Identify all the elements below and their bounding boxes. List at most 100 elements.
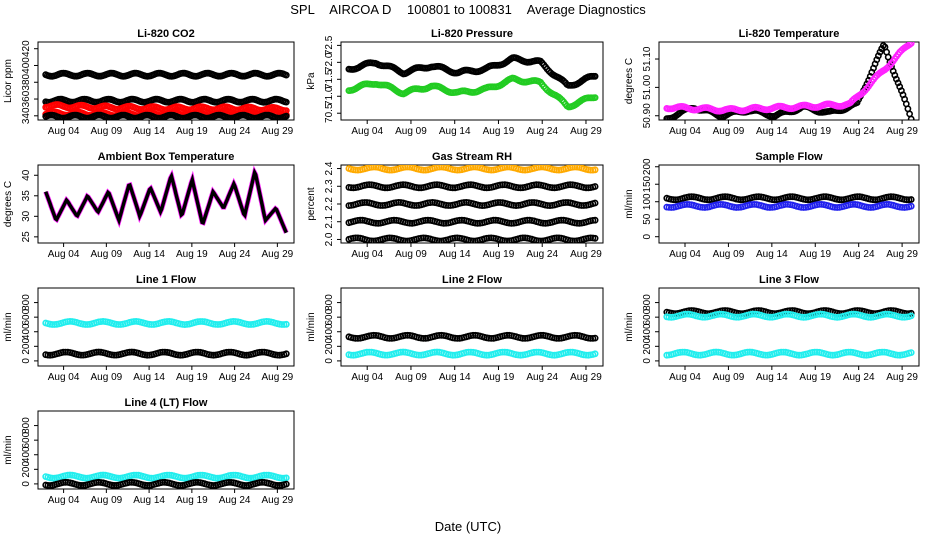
y-tick-label: 50 [642, 213, 653, 225]
y-tick-label: 2.1 [324, 214, 335, 228]
panel-pressure: Li-820 Pressure kPa 70.571.071.572.072.5 Au… [306, 28, 604, 137]
series-line4-1 [42, 478, 290, 489]
data-point [282, 480, 290, 488]
x-tick-label: Aug 04 [351, 372, 383, 383]
x-tick-label: Aug 19 [483, 372, 515, 383]
x-tick-label: Aug 09 [91, 495, 123, 506]
series-line [44, 167, 288, 234]
y-tick-label: 200 [21, 338, 32, 355]
y-axis-label-sample: ml/min [624, 189, 635, 218]
series-pressure-0 [345, 54, 599, 89]
series-temperature-1 [663, 42, 915, 115]
x-tick-label: Aug 19 [483, 249, 515, 260]
x-tick-label: Aug 24 [219, 495, 251, 506]
y-tick-label: 72.0 [324, 52, 335, 72]
x-tick-label: Aug 09 [91, 372, 123, 383]
data-point [591, 166, 599, 174]
x-tick-label: Aug 24 [843, 249, 875, 260]
plot-frame [37, 287, 295, 367]
plot-area-co2 [42, 69, 290, 120]
x-tick-label: Aug 04 [48, 249, 80, 260]
x-tick-label: Aug 24 [526, 126, 558, 137]
x-tick-label: Aug 19 [176, 249, 208, 260]
data-point [591, 216, 599, 224]
panel-ambient: Ambient Box Temperature degrees C 25 30 35 40… [3, 151, 295, 260]
data-point [591, 350, 599, 358]
x-tick-label: Aug 09 [713, 126, 745, 137]
y-axis-label-temperature: degrees C [624, 58, 635, 104]
x-tick-label: Aug 24 [843, 126, 875, 137]
x-tick-label: Aug 24 [219, 126, 251, 137]
figure-title-range: 100801 to 100831 [407, 2, 512, 17]
panel-temperature: Li-820 Temperature degrees C 50.90 51.00 51.… [624, 28, 920, 137]
y-axis-label-line2: ml/min [306, 312, 317, 341]
x-tick-label: Aug 09 [91, 126, 123, 137]
panel-title-line4: Line 4 (LT) Flow [125, 397, 208, 409]
x-axis-label: Date (UTC) [435, 519, 501, 534]
y-tick-label: 400 [324, 323, 335, 340]
y-tick-label: 600 [21, 431, 32, 448]
y-tick-label: 200 [642, 158, 653, 175]
series-line1-0 [42, 317, 290, 328]
panel-title-sample: Sample Flow [755, 151, 823, 163]
x-tick-label: Aug 14 [439, 126, 471, 137]
x-tick-label: Aug 04 [48, 495, 80, 506]
x-tick-label: Aug 24 [219, 249, 251, 260]
data-point [591, 199, 599, 207]
x-tick-label: Aug 04 [351, 126, 383, 137]
x-tick-label: Aug 29 [886, 126, 918, 137]
y-tick-label: 71.5 [324, 69, 335, 89]
y-tick-label: 400 [21, 446, 32, 463]
figure-title-instrument: AIRCOA D [329, 2, 391, 17]
data-point [282, 71, 290, 79]
y-tick-label: 2.0 [324, 232, 335, 246]
y-tick-label: 0 [324, 358, 335, 364]
data-point [907, 196, 915, 203]
y-tick-label: 51.10 [642, 46, 653, 71]
y-axis-label-rh: percent [306, 187, 317, 221]
y-tick-label: 0 [642, 233, 653, 239]
x-tick-label: Aug 29 [262, 495, 294, 506]
x-tick-label: Aug 19 [483, 126, 515, 137]
x-tick-label: Aug 19 [176, 372, 208, 383]
y-tick-label: 400 [21, 57, 32, 74]
y-axis-label-line3: ml/min [624, 312, 635, 341]
series-pressure-1 [345, 74, 599, 111]
x-tick-label: Aug 04 [669, 126, 701, 137]
y-tick-label: 200 [21, 461, 32, 478]
panel-title-line1: Line 1 Flow [136, 274, 196, 286]
data-point [282, 474, 290, 482]
series-sample-0 [663, 193, 915, 204]
panel-title-line2: Line 2 Flow [442, 274, 502, 286]
y-tick-label: 800 [324, 294, 335, 311]
panel-title-temperature: Li-820 Temperature [739, 28, 840, 40]
series-rh-3 [345, 216, 599, 227]
data-point [907, 312, 915, 320]
plot-area-line3 [663, 307, 915, 359]
plot-frame [37, 164, 295, 244]
x-tick-label: Aug 19 [176, 495, 208, 506]
y-tick-label: 400 [642, 323, 653, 340]
y-tick-label: 800 [21, 294, 32, 311]
panel-title-rh: Gas Stream RH [432, 151, 512, 163]
y-tick-label: 50.90 [642, 103, 653, 128]
plot-frame [340, 287, 604, 367]
panel-title-co2: Li-820 CO2 [137, 28, 194, 40]
x-tick-label: Aug 19 [799, 249, 831, 260]
x-tick-label: Aug 09 [395, 372, 427, 383]
y-tick-label: 40 [21, 169, 32, 181]
y-axis-label-co2: Licor ppm [3, 59, 14, 103]
x-tick-label: Aug 09 [713, 249, 745, 260]
x-tick-label: Aug 29 [570, 126, 602, 137]
plot-area-line2 [345, 331, 599, 359]
x-tick-label: Aug 14 [133, 249, 165, 260]
x-tick-label: Aug 24 [526, 372, 558, 383]
y-tick-label: 600 [642, 308, 653, 325]
figure-title: SPL AIRCOA D 100801 to 100831 Average Di… [290, 2, 646, 17]
series-rh-2 [345, 198, 599, 209]
y-tick-label: 70.5 [324, 103, 335, 123]
